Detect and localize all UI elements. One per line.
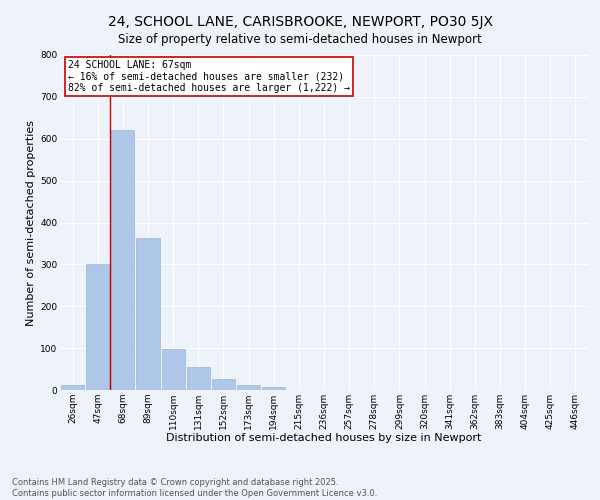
Bar: [136, 238, 160, 390]
Bar: [61, 384, 84, 390]
Text: Size of property relative to semi-detached houses in Newport: Size of property relative to semi-detach…: [118, 32, 482, 46]
Y-axis label: Number of semi-detached properties: Number of semi-detached properties: [26, 120, 36, 326]
Text: 24, SCHOOL LANE, CARISBROOKE, NEWPORT, PO30 5JX: 24, SCHOOL LANE, CARISBROOKE, NEWPORT, P…: [107, 15, 493, 29]
Bar: [111, 130, 134, 390]
X-axis label: Distribution of semi-detached houses by size in Newport: Distribution of semi-detached houses by …: [166, 434, 482, 444]
Bar: [187, 367, 210, 390]
Text: 24 SCHOOL LANE: 67sqm
← 16% of semi-detached houses are smaller (232)
82% of sem: 24 SCHOOL LANE: 67sqm ← 16% of semi-deta…: [68, 60, 350, 93]
Bar: [86, 264, 109, 390]
Bar: [212, 378, 235, 390]
Bar: [237, 385, 260, 390]
Text: Contains HM Land Registry data © Crown copyright and database right 2025.
Contai: Contains HM Land Registry data © Crown c…: [12, 478, 377, 498]
Bar: [161, 350, 185, 390]
Bar: [262, 387, 285, 390]
